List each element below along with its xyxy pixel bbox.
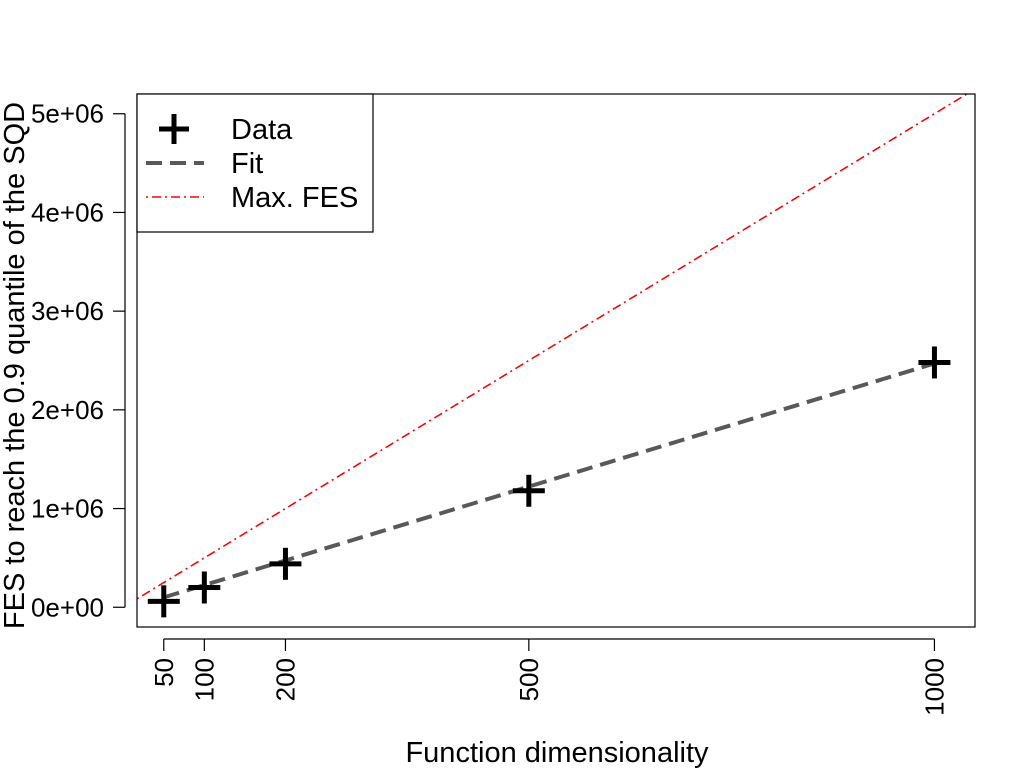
data-point <box>188 571 221 604</box>
data-point <box>147 585 180 618</box>
data-point <box>512 474 545 507</box>
y-tick-label: 3e+06 <box>31 296 104 326</box>
y-tick-label: 1e+06 <box>31 494 104 524</box>
x-axis: 50 100 200 500 1000 <box>149 638 949 716</box>
legend-label-max-fes: Max. FES <box>231 182 358 214</box>
data-point <box>269 547 302 580</box>
y-axis-title: FES to reach the 0.9 quantile of the SQD <box>0 102 31 629</box>
x-tick-label: 500 <box>514 658 544 701</box>
x-tick-label: 100 <box>189 658 219 701</box>
x-tick-label: 200 <box>270 658 300 701</box>
legend-label-data: Data <box>231 114 293 146</box>
y-tick-label: 4e+06 <box>31 197 104 227</box>
plot-frame <box>136 93 976 628</box>
data-point <box>918 346 951 379</box>
series-line-fit <box>163 361 936 600</box>
y-tick-label: 2e+06 <box>31 395 104 425</box>
x-tick-label: 1000 <box>919 658 949 716</box>
y-axis: 0e+00 1e+06 2e+06 3e+06 4e+06 5e+06 <box>31 99 126 622</box>
y-tick-label: 0e+00 <box>31 592 104 622</box>
x-axis-title: Function dimensionality <box>405 737 709 768</box>
y-tick-label: 5e+06 <box>31 99 104 129</box>
series-line-max-fes <box>137 94 969 600</box>
legend-label-fit: Fit <box>231 148 263 180</box>
x-tick-label: 50 <box>149 658 179 687</box>
legend-symbol-data <box>159 114 189 144</box>
plot-content <box>137 94 969 618</box>
